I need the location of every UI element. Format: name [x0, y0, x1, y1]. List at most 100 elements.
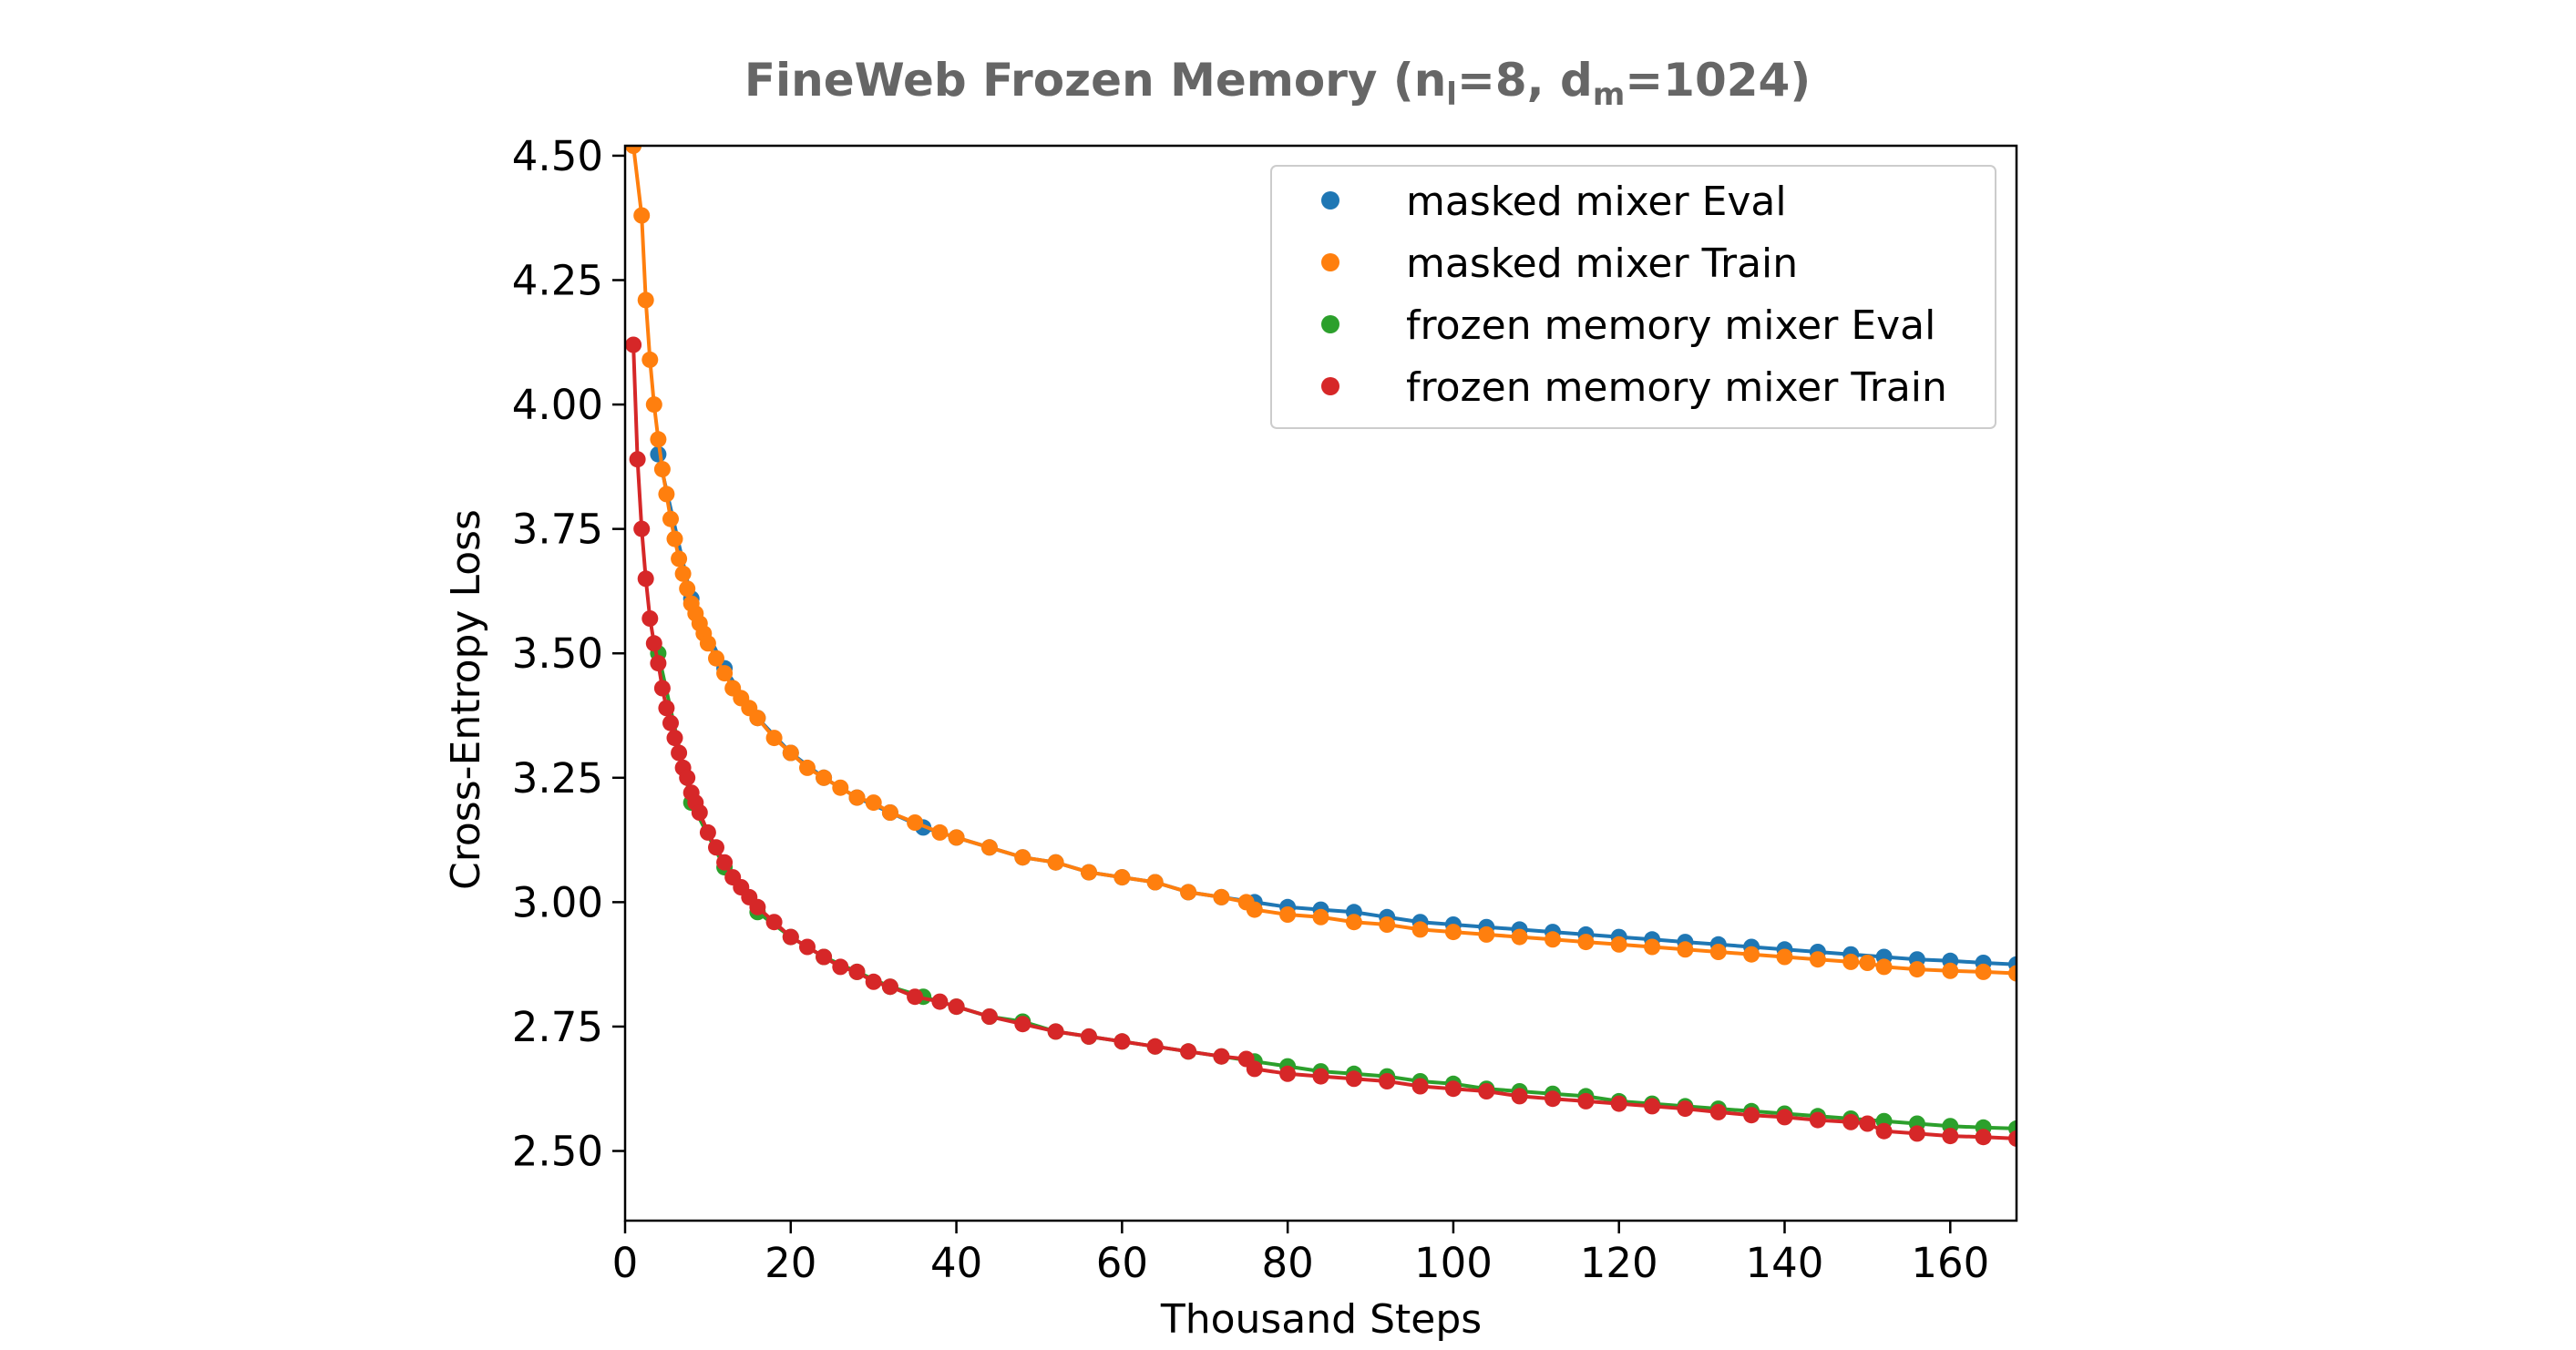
data-point [2008, 1130, 2017, 1147]
data-point [699, 823, 716, 841]
data-point [782, 928, 799, 946]
data-point [1709, 1103, 1727, 1120]
data-point [832, 958, 849, 976]
data-point [2008, 965, 2017, 982]
data-point [699, 635, 716, 652]
data-point [1146, 1038, 1164, 1055]
data-point [653, 461, 671, 478]
legend-label: masked mixer Train [1406, 240, 1798, 287]
data-point [1677, 1100, 1694, 1118]
data-point [1859, 955, 1876, 971]
x-axis-label: Thousand Steps [1160, 1296, 1482, 1343]
data-point [1246, 901, 1263, 918]
data-point [625, 336, 642, 353]
data-point [674, 565, 692, 582]
data-point [1444, 1080, 1462, 1098]
data-point [633, 520, 651, 537]
data-point [980, 1008, 998, 1025]
data-point [1444, 924, 1462, 941]
data-point [1743, 946, 1760, 963]
data-point [1081, 1028, 1097, 1045]
data-point [1677, 941, 1694, 958]
data-point [1842, 1113, 1860, 1130]
x-tick-label: 60 [1096, 1239, 1148, 1287]
data-point [637, 291, 654, 309]
data-point [907, 814, 924, 831]
data-point [832, 779, 849, 796]
data-point [641, 351, 659, 368]
data-point [799, 938, 816, 956]
x-tick-label: 140 [1746, 1239, 1824, 1287]
data-point [1511, 928, 1528, 946]
data-point [1577, 934, 1595, 951]
y-tick-label: 2.75 [512, 1003, 603, 1051]
data-point [625, 146, 642, 154]
x-tick-label: 160 [1911, 1239, 1989, 1287]
series-2 [650, 645, 2017, 1137]
data-point [1908, 961, 1925, 978]
data-point [1114, 869, 1131, 886]
data-point [1379, 916, 1396, 933]
data-point [1975, 963, 1992, 980]
data-point [1842, 953, 1860, 970]
legend-marker [1321, 377, 1339, 395]
legend-label: masked mixer Eval [1406, 179, 1787, 225]
data-point [1478, 1083, 1495, 1099]
data-point [1859, 1115, 1876, 1132]
legend: masked mixer Eval masked mixer Train froze… [1270, 165, 1996, 429]
data-point [653, 680, 671, 697]
data-point [633, 207, 651, 224]
y-tick-label: 4.25 [512, 257, 603, 305]
data-point [865, 973, 882, 990]
data-point [1213, 888, 1230, 905]
data-point [816, 769, 833, 786]
data-point [1411, 1078, 1429, 1095]
data-point [1312, 1068, 1329, 1085]
data-point [1644, 1098, 1661, 1115]
data-point [666, 730, 683, 747]
data-point [931, 823, 949, 841]
data-point [1975, 1129, 1992, 1146]
data-point [645, 396, 662, 414]
data-point [666, 530, 683, 547]
data-point [1081, 864, 1097, 881]
data-point [1809, 951, 1826, 968]
y-tick-label: 3.00 [512, 878, 603, 926]
data-point [948, 998, 965, 1016]
data-point [1379, 1073, 1396, 1089]
series-1 [625, 146, 2017, 982]
data-point [708, 649, 724, 667]
data-point [1577, 1092, 1595, 1110]
data-point [749, 710, 766, 727]
data-point [848, 789, 866, 806]
data-point [765, 730, 783, 747]
data-point [1644, 938, 1661, 956]
data-point [799, 759, 816, 776]
y-tick-label: 2.50 [512, 1128, 603, 1176]
data-point [629, 451, 646, 468]
data-point [1345, 914, 1362, 931]
data-point [1709, 944, 1727, 960]
data-point [1809, 1111, 1826, 1129]
y-tick-label: 4.50 [512, 132, 603, 180]
data-point [1743, 1107, 1760, 1124]
x-tick-label: 40 [930, 1239, 982, 1287]
data-point [1545, 931, 1561, 948]
x-tick-label: 100 [1414, 1239, 1493, 1287]
series-line [656, 454, 2017, 966]
series-layer [625, 146, 2017, 1147]
data-point [948, 829, 965, 846]
data-point [1511, 1088, 1528, 1105]
y-axis-label: Cross-Entropy Loss [443, 509, 489, 890]
data-point [749, 898, 766, 915]
data-point [1776, 948, 1793, 966]
axes-layer: 0 20 40 60 80 100 120 140 160 2.50 2.75 3.00 3.25 3.5… [512, 132, 2018, 1287]
data-point [637, 570, 654, 588]
data-point [1180, 884, 1197, 901]
data-point [1875, 958, 1893, 976]
data-point [1014, 1016, 1031, 1033]
data-point [907, 988, 924, 1006]
data-point [671, 550, 688, 568]
data-point [658, 486, 675, 503]
